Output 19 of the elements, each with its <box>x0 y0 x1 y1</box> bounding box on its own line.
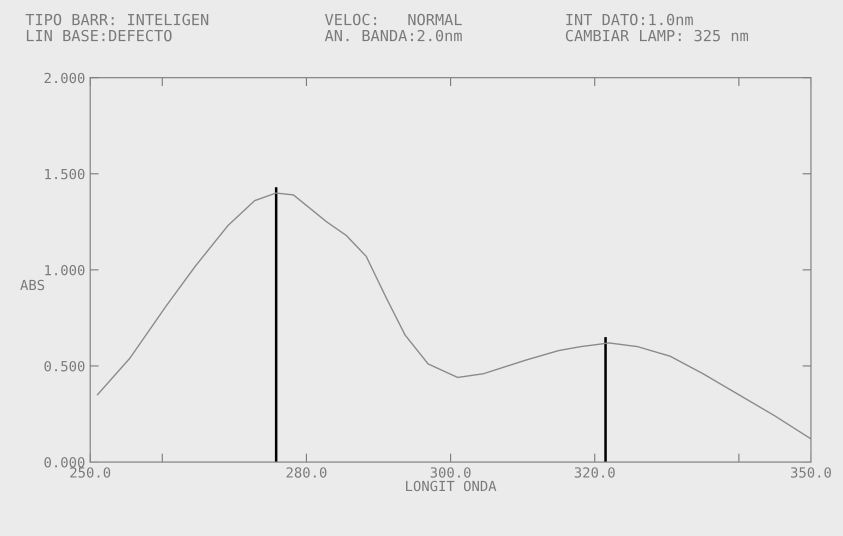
text: TIPO BARR: INTELIGEN <box>26 14 208 26</box>
y-tick-label: 0.500 <box>44 360 84 372</box>
text: INT DATO:1.0nm <box>566 14 693 26</box>
x-axis-title: LONGIT ONDA <box>406 480 496 492</box>
x-tick-label: 250.0 <box>70 467 110 478</box>
y-tick-label: 0.000 <box>44 457 84 468</box>
y-tick-label: 1.500 <box>45 168 84 180</box>
x-tick-label: 350.0 <box>790 467 831 478</box>
x-tick-label: 320.0 <box>574 467 615 478</box>
x-tick-label: 300.0 <box>430 467 471 478</box>
y-axis-title: ABS <box>20 280 44 290</box>
y-tick-label: 2.000 <box>44 72 84 84</box>
text: AN. BANDA:2.0nm <box>324 30 462 42</box>
text: LIN BASE:DEFECTO <box>26 30 172 42</box>
text: CAMBIAR LAMP: 325 nm <box>566 30 748 42</box>
text: VELOC: NORMAL <box>324 14 462 26</box>
y-tick-label: 1.000 <box>45 264 84 276</box>
x-tick-label: 280.0 <box>286 467 326 478</box>
line-series <box>96 192 811 440</box>
